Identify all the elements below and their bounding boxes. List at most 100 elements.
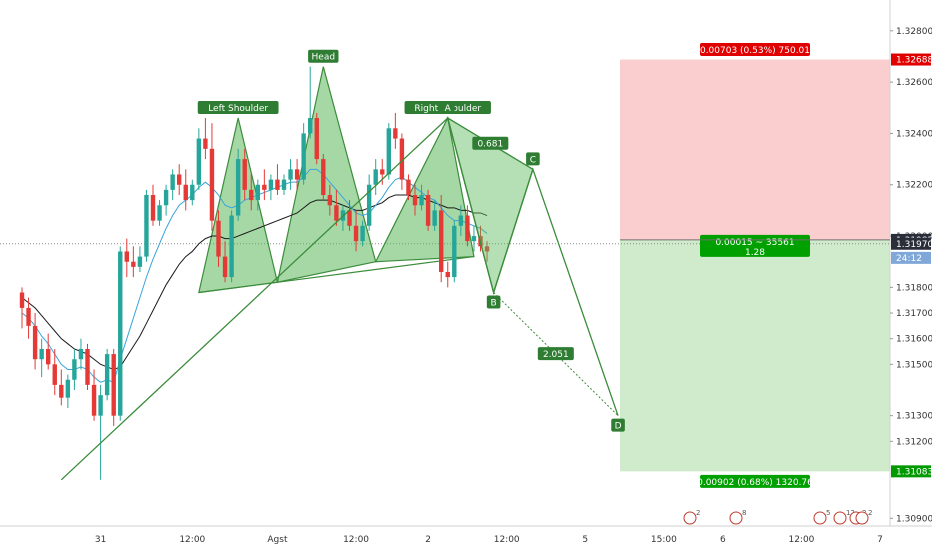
candle-body [439, 210, 444, 272]
candle-body [484, 246, 490, 252]
time-axis[interactable]: 31 12:00 Agst 12:00 2 12:00 5 15:00 6 12:00 7 [95, 535, 883, 545]
point-d-label: D [615, 422, 622, 432]
price-label: 1.32688 [896, 56, 932, 66]
candle-body [353, 225, 359, 242]
point-a-label: A [445, 104, 452, 114]
candle-body [72, 359, 77, 380]
price-label-bg [891, 53, 931, 66]
candle-body [196, 138, 202, 185]
point-a-label-bg [440, 101, 455, 115]
candle-body [347, 210, 352, 226]
candle-body [26, 307, 31, 326]
candle-body [458, 215, 464, 226]
head-label: Head [312, 53, 336, 63]
time-tick-label: 12:00 [343, 535, 369, 545]
candle-body [104, 354, 110, 396]
take-profit-zone[interactable] [620, 239, 890, 472]
candle-body [373, 169, 378, 185]
time-tick-label: 12:00 [179, 535, 205, 545]
candle-body [131, 261, 136, 267]
moving-average-0 [21, 194, 488, 371]
candles [19, 66, 490, 480]
stop-loss-zone[interactable] [620, 59, 890, 240]
candle-body [366, 184, 372, 226]
candle-body [380, 169, 385, 175]
neckline [198, 255, 475, 294]
candle-body [301, 133, 306, 180]
time-tick-label: 6 [720, 535, 726, 545]
middle-label-text: 0.00015 ~ 35561 [715, 238, 794, 248]
candle-body [157, 205, 162, 221]
event-badge-count: 2 [696, 509, 700, 517]
price-tick-label: 1.31500 [896, 360, 932, 370]
candle-body [52, 364, 57, 385]
candle-body [111, 354, 116, 416]
candle-body [308, 118, 313, 134]
candle-body [281, 179, 287, 190]
candle-body [91, 384, 97, 416]
candle-body [39, 348, 44, 360]
candle-body [124, 251, 129, 262]
candle-body [32, 325, 38, 360]
event-badge [855, 511, 869, 525]
candle-body [46, 348, 51, 365]
time-tick-label: 15:00 [651, 535, 677, 545]
candle-body [183, 184, 188, 201]
candle-body [19, 292, 25, 308]
candle-body [445, 271, 450, 278]
candle-body [412, 195, 418, 206]
candle-body [471, 236, 477, 242]
candle-body [399, 138, 405, 180]
price-tick-label: 1.30900 [896, 514, 932, 524]
ratio-ac-label-bg [472, 136, 509, 150]
candle-body [190, 184, 195, 201]
price-tick-label: 1.32400 [896, 129, 932, 139]
hs-triangle-2 [374, 116, 475, 263]
candle-body [314, 118, 319, 160]
candle-body [432, 210, 437, 226]
price-tick-label: 1.31700 [896, 309, 932, 319]
candle-body [268, 179, 274, 190]
candle-body [275, 179, 280, 190]
candle-body [452, 225, 457, 278]
event-badge-count: 12 [846, 509, 855, 517]
candle-body [137, 256, 143, 267]
price-tick-label: 1.31800 [896, 283, 932, 293]
time-tick-label: 12:00 [494, 535, 520, 545]
candle-body [98, 395, 103, 416]
event-badge [833, 511, 847, 525]
price-label-bg [891, 465, 931, 478]
candle-body [222, 256, 228, 278]
candle-body [65, 379, 71, 398]
candle-body [288, 169, 293, 180]
candle-body [78, 348, 84, 360]
price-label: 24:12 [896, 254, 922, 264]
hs-triangle-1 [276, 66, 377, 284]
price-tick-label: 1.31300 [896, 412, 932, 422]
stop-label-text: 0.00703 (0.53%) 750.01 [700, 46, 810, 56]
ratio-bd-label: 2.051 [543, 350, 569, 360]
candle-body [425, 195, 431, 226]
price-label: 1.31083 [896, 467, 932, 477]
point-c-label-bg [526, 152, 540, 166]
target-label-text: 0.00902 (0.68%) 1320.76 [697, 478, 813, 488]
middle-ratio-text: 1.28 [745, 248, 765, 258]
candle-body [406, 179, 411, 196]
candle-body [85, 348, 90, 385]
candle-body [419, 195, 424, 206]
candle-body [334, 205, 339, 221]
candle-body [235, 159, 241, 216]
candle-body [327, 195, 333, 206]
price-label-bg [891, 237, 931, 250]
candle-body [209, 148, 215, 221]
event-badge-count: 8 [742, 509, 746, 517]
time-tick-label: 2 [425, 535, 431, 545]
candle-body [163, 189, 169, 206]
price-tick-label: 1.32800 [896, 27, 932, 37]
candle-body [249, 189, 254, 201]
economic-events[interactable]: 2851222 [683, 509, 872, 525]
candle-body [465, 215, 470, 242]
time-tick-label: 7 [877, 535, 883, 545]
